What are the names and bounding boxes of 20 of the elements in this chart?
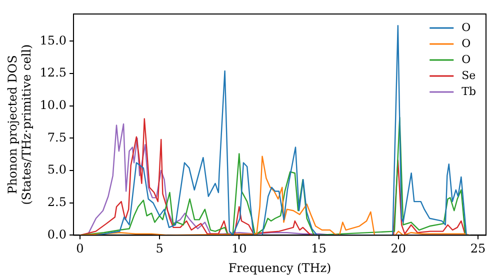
y-tick-label: 2.5 [47,194,67,209]
legend-label: O [462,36,471,50]
x-axis-title: Frequency (THz) [228,260,332,275]
y-tick-label: 5.0 [47,162,67,177]
y-tick-label: 10.0 [40,98,67,112]
legend-label: O [462,20,471,34]
y-tick-label: 12.5 [40,66,67,80]
x-tick-label: 25 [470,242,486,256]
y-tick-label: 0.0 [47,227,67,242]
x-tick-label: 20 [390,242,406,256]
legend-label: O [462,52,471,66]
y-tick-label: 7.5 [47,130,67,144]
legend-label: Se [462,68,476,82]
x-tick-label: 0 [76,242,84,256]
x-tick-label: 10 [232,242,247,256]
y-tick-label: 15.0 [40,33,67,48]
x-tick-label: 15 [311,242,326,256]
legend-label: Tb [462,84,476,98]
y-axis-title: Phonon projected DOS (States/THz·primitive cell) [5,44,34,205]
x-tick-label: 5 [156,242,164,256]
